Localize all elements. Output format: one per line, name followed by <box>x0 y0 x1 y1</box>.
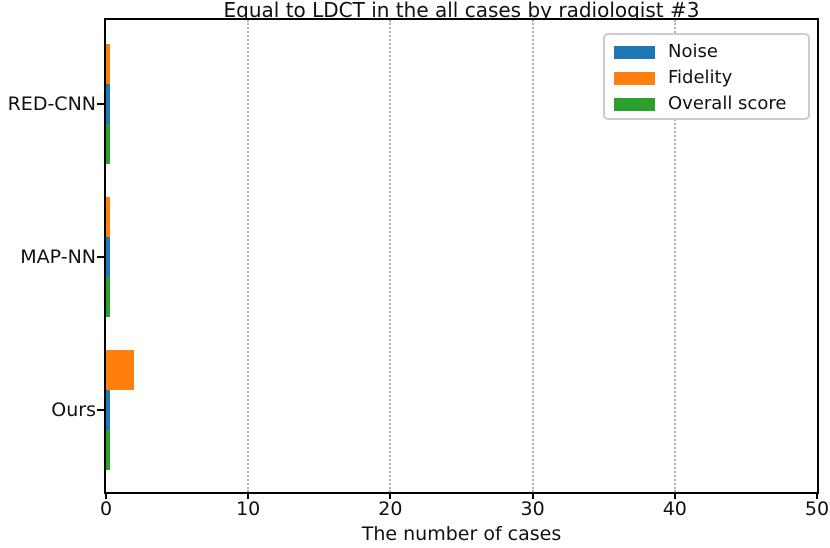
chart-title: Equal to LDCT in the all cases by radiol… <box>223 0 700 22</box>
x-tick-mark <box>531 494 534 499</box>
gridline-x-30 <box>531 20 534 492</box>
y-tick-mark <box>97 256 104 258</box>
x-tick-mark <box>673 494 676 499</box>
x-tick-label-10: 10 <box>236 498 261 520</box>
x-tick-mark <box>816 494 818 499</box>
x-tick-label-20: 20 <box>378 498 403 520</box>
legend-item-fidelity: Fidelity <box>614 65 808 91</box>
bar-ours-fidelity <box>106 349 135 390</box>
y-tick-mark <box>97 409 104 411</box>
bar-red-cnn-noise <box>106 83 110 125</box>
legend-label-noise: Noise <box>668 41 718 62</box>
gridline-x-10 <box>247 20 250 492</box>
y-tick-label-ours: Ours <box>51 399 96 421</box>
bar-map-nn-overall-score <box>106 277 110 318</box>
x-tick-mark <box>389 494 392 499</box>
legend-swatch-overall-score <box>614 97 655 111</box>
x-tick-label-30: 30 <box>520 498 545 520</box>
y-tick-mark <box>97 103 104 105</box>
bar-ours-overall-score <box>106 430 110 471</box>
bar-map-nn-fidelity <box>106 196 110 237</box>
bar-red-cnn-fidelity <box>106 43 110 84</box>
gridline-x-20 <box>389 20 392 492</box>
x-tick-mark <box>247 494 250 499</box>
bar-red-cnn-overall-score <box>106 124 110 165</box>
x-tick-mark <box>105 494 107 499</box>
legend: Noise Fidelity Overall score <box>603 33 810 120</box>
x-tick-label-0: 0 <box>99 498 113 520</box>
gridline-x-40 <box>673 20 676 492</box>
x-tick-label-40: 40 <box>662 498 687 520</box>
bar-map-nn-noise <box>106 236 110 278</box>
legend-item-overall-score: Overall score <box>614 91 808 117</box>
legend-swatch-fidelity <box>614 71 655 85</box>
legend-swatch-noise <box>614 45 655 59</box>
x-axis-label: The number of cases <box>361 523 562 545</box>
legend-item-noise: Noise <box>614 39 808 65</box>
bar-ours-noise <box>106 389 110 431</box>
x-tick-label-50: 50 <box>804 498 830 520</box>
y-tick-label-map-nn: MAP-NN <box>20 246 96 268</box>
legend-label-fidelity: Fidelity <box>668 67 733 88</box>
y-tick-label-red-cnn: RED-CNN <box>7 93 96 115</box>
legend-label-overall-score: Overall score <box>668 93 787 114</box>
